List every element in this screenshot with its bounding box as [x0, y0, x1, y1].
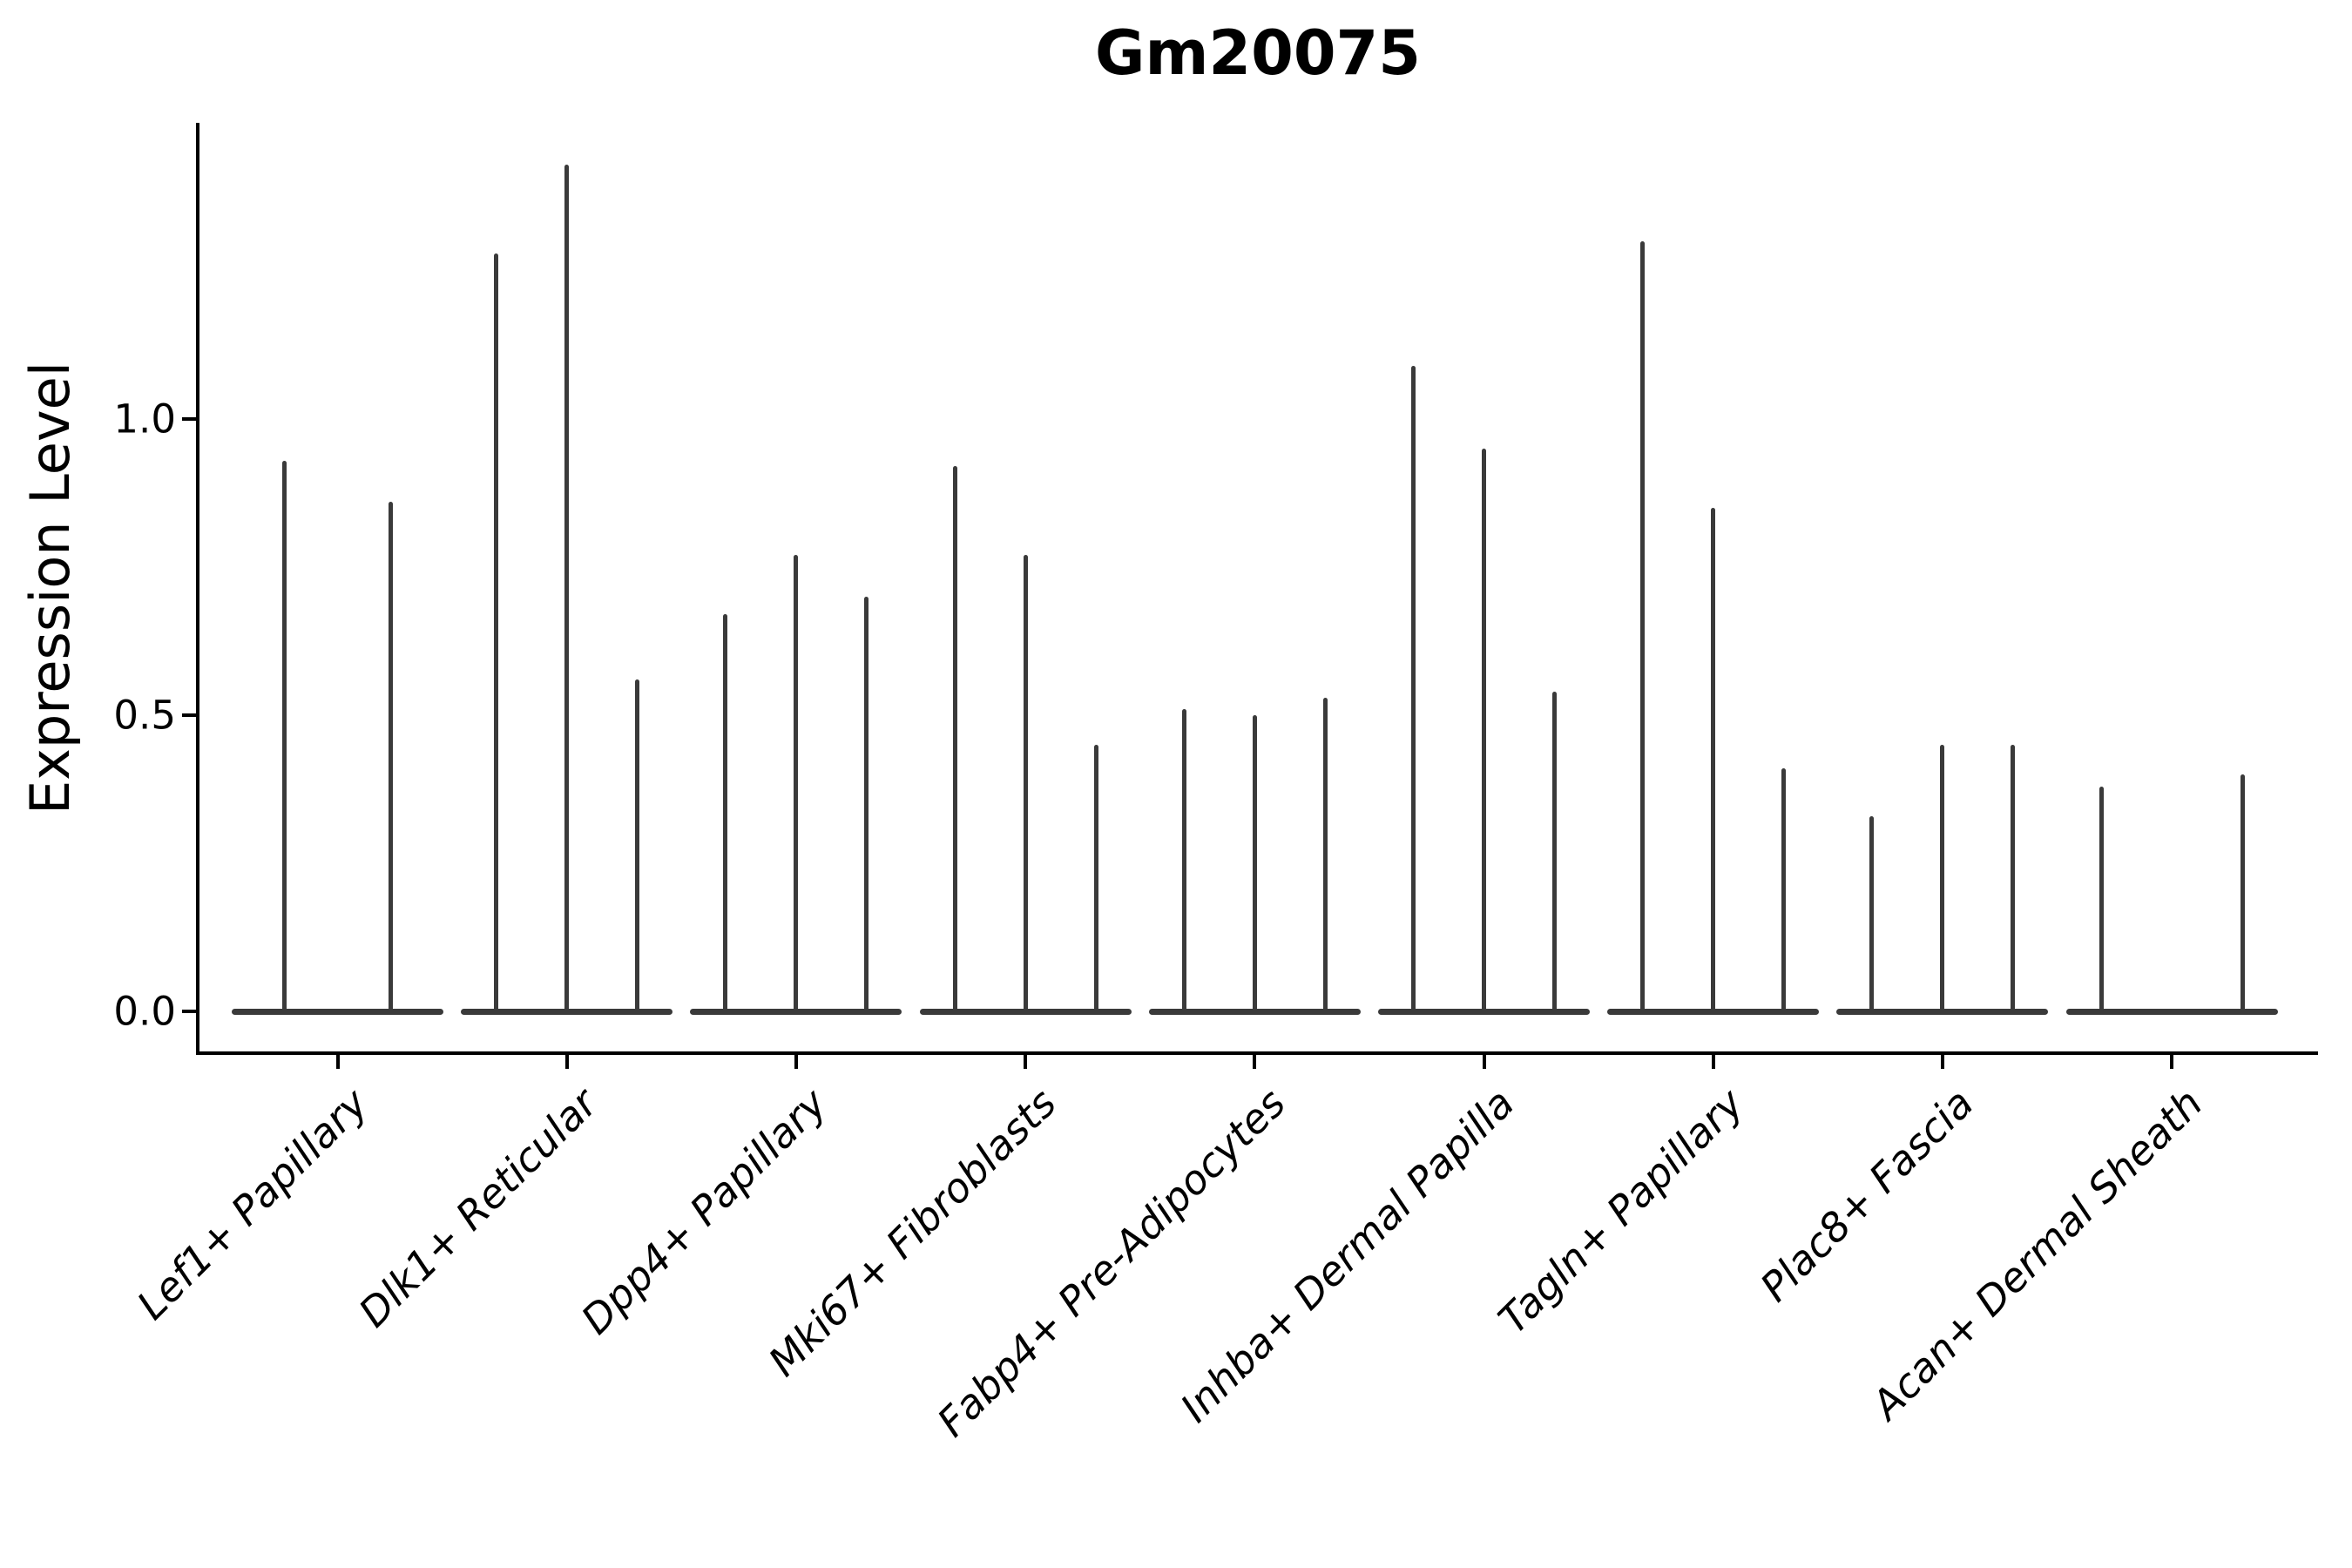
y-axis-spine [196, 123, 199, 1055]
violin-spike [2240, 774, 2245, 1011]
y-tick-label: 1.0 [113, 395, 176, 443]
violin-baseline [232, 1008, 443, 1015]
violin-spike [1093, 745, 1098, 1011]
violin-spike [1322, 697, 1328, 1011]
x-tick-label: Dlk1+ Reticular [349, 1079, 607, 1336]
x-tick-label: Plac8+ Fascia [1750, 1079, 1983, 1311]
violin-baseline [1607, 1008, 1820, 1015]
x-tick-label: Lef1+ Papillary [127, 1079, 377, 1329]
x-tick-mark [1482, 1053, 1486, 1069]
violin-baseline [690, 1008, 902, 1015]
violin-spike [864, 597, 869, 1011]
x-tick-label: Dpp4+ Papillary [571, 1079, 836, 1343]
x-axis-spine [196, 1051, 2318, 1055]
violin-spike [1711, 508, 1716, 1011]
violin-spike [1482, 449, 1486, 1011]
x-tick-mark [2170, 1053, 2174, 1069]
y-tick-mark [182, 713, 196, 717]
x-tick-mark [1024, 1053, 1028, 1069]
violin-baseline [1378, 1008, 1590, 1015]
violin-spike [2011, 745, 2016, 1011]
violin-spike [494, 253, 499, 1011]
violin-spike [635, 679, 640, 1011]
violin-spike [952, 466, 957, 1011]
chart-title: Gm20075 [1095, 17, 1421, 89]
violin-spike [1411, 365, 1416, 1011]
violin-spike [1640, 241, 1646, 1011]
x-tick-mark [1711, 1053, 1715, 1069]
violin-baseline [919, 1008, 1132, 1015]
x-tick-mark [1940, 1053, 1944, 1069]
x-tick-mark [794, 1053, 798, 1069]
violin-spike [388, 502, 393, 1011]
violin-spike [1940, 745, 1945, 1011]
violin-spike [1023, 555, 1028, 1011]
x-tick-mark [564, 1053, 569, 1069]
y-tick-label: 0.0 [113, 988, 176, 1035]
violin-spike [1781, 768, 1787, 1011]
violin-spike [2099, 786, 2104, 1011]
x-tick-mark [335, 1053, 340, 1069]
violin-baseline [2065, 1008, 2278, 1015]
violin-spike [1869, 815, 1875, 1011]
y-tick-mark [182, 1010, 196, 1013]
x-tick-label: Tagln+ Papillary [1489, 1079, 1754, 1343]
violin-baseline [461, 1008, 673, 1015]
violin-spike [794, 555, 799, 1011]
violin-baseline [1836, 1008, 2049, 1015]
violin-spike [1181, 709, 1186, 1011]
violin-spike [723, 614, 728, 1011]
violin-baseline [1148, 1008, 1361, 1015]
y-tick-mark [182, 417, 196, 421]
violin-spike [1552, 691, 1557, 1011]
y-axis-label: Expression Level [18, 362, 82, 814]
violin-spike [282, 460, 287, 1011]
violin-spike [1252, 715, 1257, 1011]
x-tick-mark [1253, 1053, 1257, 1069]
violin-spike [564, 164, 570, 1011]
y-tick-label: 0.5 [113, 692, 176, 739]
